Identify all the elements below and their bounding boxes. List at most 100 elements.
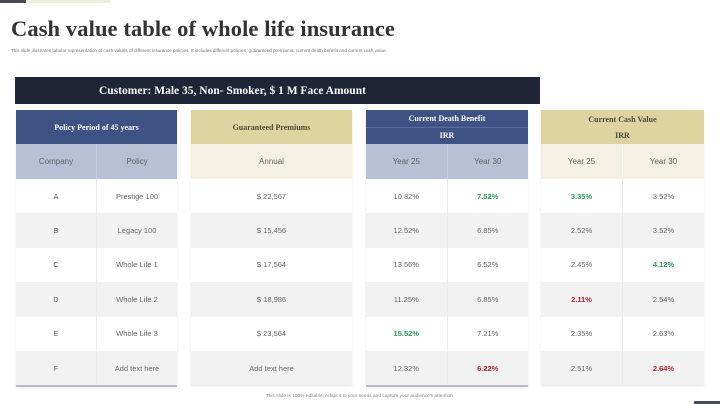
premiums-rows: $ 22,567 $ 15,456 $ 17,564 $ 18,986 $ 23… bbox=[191, 179, 352, 386]
cash-value-rows: 3.35% 3.52% 2.52% 3.52% 2.45% 4.12% 2.11% 2.… bbox=[541, 179, 704, 386]
cash-value-irr-label: IRR bbox=[615, 131, 630, 140]
irr-cell: 3.52% bbox=[622, 213, 704, 248]
policy-cell: Whole Life 1 bbox=[96, 247, 177, 283]
policy-header: Policy Period of 45 years bbox=[16, 110, 177, 144]
premium-cell: $ 17,564 bbox=[256, 260, 287, 270]
irr-cell: 2.35% bbox=[570, 329, 593, 339]
column-header-year-30: Year 30 bbox=[622, 144, 704, 179]
irr-cell-highlight-red: 6.22% bbox=[446, 350, 529, 386]
policy-cell: Prestige 100 bbox=[96, 179, 177, 214]
policy-table: Policy Period of 45 years Company Policy… bbox=[16, 110, 177, 388]
death-benefit-irr-label: IRR bbox=[439, 131, 455, 140]
company-cell: C bbox=[53, 260, 59, 270]
column-header-policy: Policy bbox=[96, 144, 177, 179]
table-row: B Legacy 100 bbox=[16, 213, 177, 248]
irr-cell: 12.32% bbox=[393, 363, 419, 373]
table-row: D Whole Life 2 bbox=[16, 282, 177, 317]
policy-cell: Whole Life 2 bbox=[96, 282, 177, 317]
premium-cell: $ 15,456 bbox=[256, 226, 287, 236]
table-row: 13.56% 6.52% bbox=[366, 247, 529, 283]
table-row: 11.25% 6.85% bbox=[366, 282, 529, 317]
table-row: $ 17,564 bbox=[191, 247, 352, 283]
irr-cell-highlight-red: 2.11% bbox=[571, 294, 592, 304]
table-row: 2.52% 3.52% bbox=[541, 213, 704, 248]
table-row: $ 22,567 bbox=[191, 179, 352, 214]
irr-cell: 2.63% bbox=[622, 316, 704, 351]
table-row: 3.35% 3.52% bbox=[541, 179, 704, 214]
irr-cell-highlight-green: 4.12% bbox=[622, 247, 704, 283]
company-cell: A bbox=[53, 191, 59, 201]
policy-cell: Legacy 100 bbox=[96, 213, 177, 248]
table-row: A Prestige 100 bbox=[16, 179, 177, 214]
premiums-subheader: Annual bbox=[191, 144, 352, 179]
irr-cell: 6.85% bbox=[446, 213, 529, 248]
policy-subheader: Company Policy bbox=[16, 144, 177, 179]
table-row: 2.45% 4.12% bbox=[541, 247, 704, 283]
irr-cell: 2.52% bbox=[570, 226, 593, 236]
cash-value-table: Current Cash Value IRR Year 25 Year 30 3… bbox=[541, 110, 704, 386]
table-row: F Add text here bbox=[16, 350, 177, 386]
table-row: $ 18,986 bbox=[191, 282, 352, 317]
irr-cell: 7.21% bbox=[446, 316, 529, 351]
premiums-header: Guaranteed Premiums bbox=[191, 110, 352, 144]
death-benefit-title: Current Death Benefit bbox=[366, 111, 528, 128]
premium-cell: Add text here bbox=[249, 363, 294, 373]
corner-accent-bottom-right bbox=[694, 401, 720, 404]
irr-cell: 12.52% bbox=[393, 226, 419, 236]
irr-cell: 11.25% bbox=[393, 294, 419, 304]
irr-cell: 2.45% bbox=[570, 260, 593, 270]
irr-cell-highlight-green: 7.52% bbox=[446, 179, 529, 214]
cash-value-title: Current Cash Value bbox=[588, 114, 657, 124]
irr-cell: 13.56% bbox=[393, 260, 419, 270]
column-header-year-30: Year 30 bbox=[446, 144, 529, 179]
table-row: $ 23,564 bbox=[191, 316, 352, 351]
table-row: 2.11% 2.54% bbox=[541, 282, 704, 317]
customer-banner: Customer: Male 35, Non- Smoker, $ 1 M Fa… bbox=[15, 77, 540, 104]
table-row: 12.52% 6.85% bbox=[366, 213, 529, 248]
irr-cell: 2.51% bbox=[570, 363, 593, 373]
table-row: 2.51% 2.64% bbox=[541, 350, 704, 386]
column-header-annual: Annual bbox=[259, 157, 284, 166]
corner-accent-cream bbox=[26, 0, 110, 3]
table-row: 10.82% 7.52% bbox=[366, 179, 529, 214]
policy-rows: A Prestige 100 B Legacy 100 C Whole Life 1 … bbox=[16, 179, 177, 386]
column-header-company: Company bbox=[38, 157, 74, 166]
column-header-year-25: Year 25 bbox=[392, 157, 420, 166]
page-subtitle: This slide illustrates tabular represent… bbox=[11, 48, 387, 53]
company-cell: D bbox=[53, 294, 59, 304]
irr-cell: 2.54% bbox=[622, 282, 704, 317]
irr-cell: 3.52% bbox=[622, 179, 704, 214]
corner-accent-dark bbox=[0, 0, 26, 3]
page-title: Cash value table of whole life insurance bbox=[11, 16, 395, 41]
irr-cell-highlight-green: 3.35% bbox=[570, 191, 593, 201]
premium-cell: $ 18,986 bbox=[256, 294, 287, 304]
company-cell: F bbox=[53, 363, 59, 373]
policy-cell: Whole Life 3 bbox=[96, 316, 177, 351]
irr-cell-highlight-green: 15.52% bbox=[393, 329, 419, 339]
footer-note: This slide is 100% editable. Adapt it to… bbox=[265, 394, 455, 399]
policy-cell: Add text here bbox=[96, 350, 177, 386]
irr-cell: 6.52% bbox=[446, 247, 529, 283]
table-row: C Whole Life 1 bbox=[16, 247, 177, 283]
irr-cell: 6.85% bbox=[446, 282, 529, 317]
company-cell: B bbox=[53, 226, 59, 236]
company-cell: E bbox=[53, 329, 59, 339]
table-row: 2.35% 2.63% bbox=[541, 316, 704, 351]
death-benefit-header: Current Death Benefit IRR bbox=[366, 110, 528, 144]
death-benefit-rows: 10.82% 7.52% 12.52% 6.85% 13.56% 6.52% 11.2… bbox=[366, 179, 529, 386]
column-header-year-25: Year 25 bbox=[567, 157, 596, 166]
table-row: Add text here bbox=[191, 350, 352, 386]
table-row: 15.52% 7.21% bbox=[366, 316, 529, 351]
premiums-table: Guaranteed Premiums Annual $ 22,567 $ 15… bbox=[191, 110, 352, 386]
death-benefit-subheader: Year 25 Year 30 bbox=[366, 144, 528, 179]
table-row: E Whole Life 3 bbox=[16, 316, 177, 351]
death-benefit-table: Current Death Benefit IRR Year 25 Year 3… bbox=[366, 110, 529, 388]
customer-banner-text: Customer: Male 35, Non- Smoker, $ 1 M Fa… bbox=[99, 84, 366, 97]
premium-cell: $ 23,564 bbox=[256, 329, 287, 339]
irr-cell-highlight-red: 2.64% bbox=[622, 350, 704, 386]
table-row: $ 15,456 bbox=[191, 213, 352, 248]
irr-cell: 10.82% bbox=[393, 191, 419, 201]
cash-value-subheader: Year 25 Year 30 bbox=[541, 144, 704, 179]
premium-cell: $ 22,567 bbox=[256, 191, 287, 201]
table-row: 12.32% 6.22% bbox=[366, 350, 529, 386]
